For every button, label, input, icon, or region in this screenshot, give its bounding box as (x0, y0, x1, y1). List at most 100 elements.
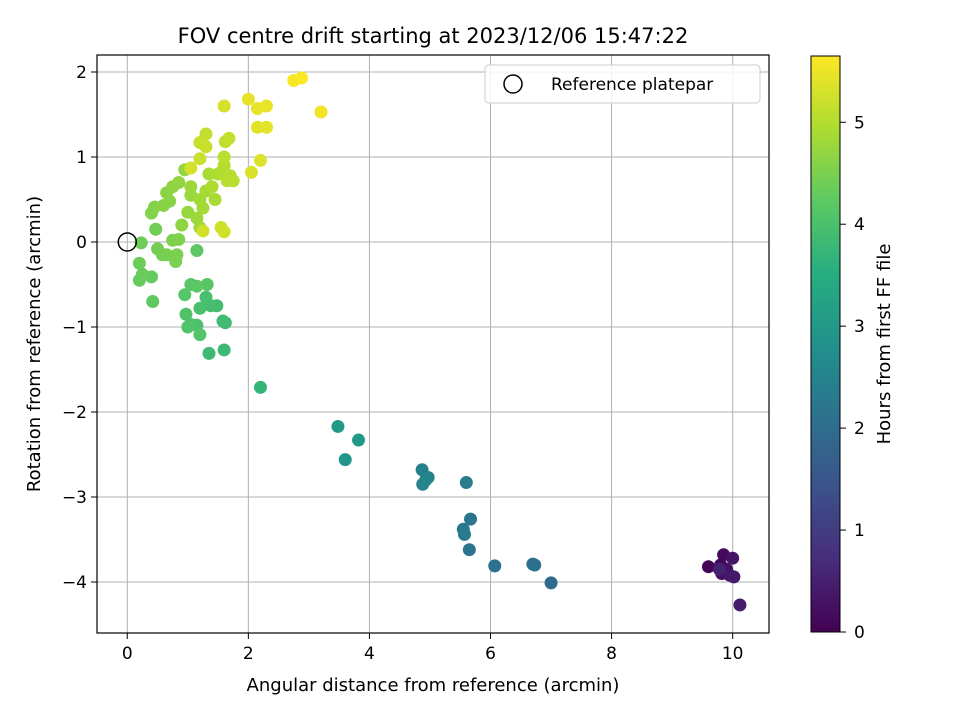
data-point (199, 140, 213, 154)
colorbar-tick-label: 1 (854, 521, 865, 541)
colorbar-tick-label: 2 (854, 419, 865, 439)
legend: Reference platepar (484, 64, 761, 104)
y-tick-label: −2 (62, 403, 87, 423)
data-point (733, 598, 747, 612)
plot-frame (96, 54, 770, 634)
data-point (338, 453, 352, 467)
data-point (170, 248, 184, 262)
x-axis-ticks: 0 2 4 6 8 10 (122, 633, 744, 664)
colorbar: 0 1 2 3 4 5 Hours from first FF file (810, 55, 895, 643)
data-point (149, 222, 163, 236)
data-point (190, 279, 204, 293)
colorbar-label: Hours from first FF file (874, 244, 895, 445)
y-axis-ticks: 2 1 0 −1 −2 −3 −4 (62, 63, 97, 593)
data-point (202, 167, 216, 181)
legend-label: Reference platepar (551, 75, 713, 95)
data-point (184, 161, 198, 175)
data-point (222, 131, 236, 145)
colorbar-tick-label: 3 (854, 317, 865, 337)
x-tick-label: 4 (364, 644, 375, 664)
data-point (314, 105, 328, 119)
data-point (196, 201, 210, 215)
data-point (419, 473, 433, 487)
data-point (205, 180, 219, 194)
data-point (260, 99, 274, 113)
data-point (216, 314, 230, 328)
data-point (352, 433, 366, 447)
data-point (196, 224, 210, 238)
data-points (132, 71, 747, 612)
data-point (260, 120, 274, 134)
data-point (160, 248, 174, 262)
data-point (726, 551, 740, 565)
data-point (193, 328, 207, 342)
data-point (226, 174, 240, 188)
data-point (253, 153, 267, 167)
data-point (193, 301, 207, 315)
data-point (146, 295, 160, 308)
data-point (459, 476, 473, 490)
data-point (193, 152, 207, 166)
grid-lines (97, 55, 769, 633)
colorbar-tick-label: 5 (854, 113, 865, 133)
y-tick-label: −3 (62, 488, 87, 508)
data-point (464, 512, 478, 526)
x-tick-label: 2 (243, 644, 254, 664)
data-point (190, 244, 204, 257)
y-tick-label: −1 (62, 318, 87, 338)
data-point (172, 232, 186, 246)
y-tick-label: 1 (76, 148, 87, 168)
y-axis-label: Rotation from reference (arcmin) (24, 196, 45, 492)
data-point (181, 320, 195, 334)
legend-box (484, 64, 761, 104)
data-point (179, 307, 193, 321)
data-point (544, 576, 558, 590)
colorbar-tick-label: 0 (854, 623, 865, 643)
data-point (199, 290, 213, 304)
x-axis-label: Angular distance from reference (arcmin) (247, 675, 620, 696)
data-point (457, 527, 471, 541)
data-point (488, 559, 502, 573)
x-tick-label: 6 (485, 644, 496, 664)
data-point (712, 562, 726, 576)
colorbar-gradient (810, 55, 841, 633)
reference-marker (117, 232, 138, 252)
data-point (217, 225, 231, 239)
plot-area: 0 2 4 6 8 10 210−1−2−3−4 (62, 54, 770, 664)
data-point (178, 288, 192, 302)
data-point (132, 256, 146, 270)
data-point (727, 570, 741, 584)
data-point (253, 380, 267, 394)
data-point (217, 343, 231, 357)
data-point (202, 346, 216, 360)
data-point (701, 560, 715, 574)
data-point (200, 278, 214, 291)
x-tick-label: 0 (122, 644, 133, 664)
colorbar-tick-label: 4 (854, 215, 865, 235)
data-point (217, 150, 231, 164)
data-point (241, 92, 255, 106)
data-point (331, 419, 345, 433)
data-point (250, 120, 264, 134)
data-point (134, 236, 148, 250)
x-tick-label: 8 (606, 644, 617, 664)
data-point (462, 543, 476, 557)
y-tick-label: 0 (76, 233, 87, 253)
x-tick-label: 10 (722, 644, 744, 664)
data-point (295, 71, 309, 85)
data-point (217, 99, 231, 113)
y-tick-label: −4 (62, 573, 87, 593)
data-point (175, 218, 189, 232)
data-point (208, 193, 222, 206)
data-point (415, 463, 429, 477)
colorbar-ticks: 0 1 2 3 4 5 (840, 113, 865, 643)
chart-title: FOV centre drift starting at 2023/12/06 … (178, 24, 689, 48)
data-point (135, 267, 149, 281)
data-point (184, 180, 198, 194)
data-point (528, 558, 542, 572)
legend-marker (503, 74, 523, 94)
data-point (244, 165, 258, 179)
y-tick-label: 2 (76, 63, 87, 83)
data-point (172, 176, 186, 189)
